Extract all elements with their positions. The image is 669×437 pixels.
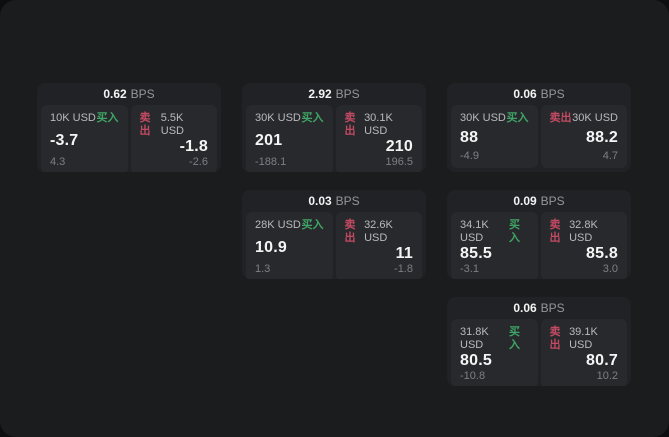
buy-amount: 34.1K USD: [460, 219, 489, 244]
buy-panel[interactable]: 10K USD 买入 -3.7 4.3: [41, 105, 128, 172]
panels: 34.1K USD 买入 85.5 -3.1 卖出 32.8K USD 85.8…: [447, 212, 631, 279]
sell-price: -1.8: [179, 138, 208, 155]
buy-delta: -3.1: [460, 263, 479, 275]
sell-amount: 32.8K USD: [569, 219, 598, 244]
bps-value: 0.62: [103, 87, 127, 101]
bps-value: 0.09: [513, 194, 537, 208]
buy-amount: 30K USD: [460, 112, 506, 124]
buy-panel[interactable]: 30K USD 买入 88 -4.9: [451, 105, 538, 168]
sell-amount: 30K USD: [572, 112, 618, 124]
panels: 30K USD 买入 88 -4.9 卖出 30K USD 88.2 4.7: [447, 105, 631, 172]
sell-delta: -1.8: [394, 263, 413, 275]
panels: 31.8K USD 买入 80.5 -10.8 卖出 39.1K USD 80.…: [447, 319, 631, 386]
sell-delta: 4.7: [602, 150, 618, 162]
buy-label: 买入: [508, 219, 520, 244]
bps-value: 0.06: [513, 87, 537, 101]
panels: 10K USD 买入 -3.7 4.3 卖出 5.5K USD -1.8 -2.…: [37, 105, 221, 172]
buy-panel[interactable]: 30K USD 买入 201 -188.1: [246, 105, 333, 172]
sell-panel[interactable]: 卖出 30.1K USD 210 196.5: [335, 105, 422, 172]
buy-delta: -10.8: [460, 370, 486, 382]
bps-unit-label: BPS: [540, 194, 565, 208]
buy-amount: 28K USD: [255, 219, 301, 231]
card-header: 2.92 BPS: [242, 83, 426, 105]
buy-price: 80.5: [460, 352, 492, 369]
quote-board: 0.62 BPS 10K USD 买入 -3.7 4.3 卖出 5.5K USD: [37, 83, 631, 386]
panels: 28K USD 买入 10.9 1.3 卖出 32.6K USD 11 -1.8: [242, 212, 426, 279]
sell-label: 卖出: [549, 326, 561, 351]
quote-card: 2.92 BPS 30K USD 买入 201 -188.1 卖出 30.1K …: [242, 83, 426, 172]
buy-delta: -188.1: [255, 156, 287, 168]
bps-unit-label: BPS: [130, 87, 155, 101]
sell-panel[interactable]: 卖出 5.5K USD -1.8 -2.6: [130, 105, 217, 172]
card-header: 0.06 BPS: [447, 297, 631, 319]
sell-amount: 30.1K USD: [364, 112, 393, 137]
sell-panel[interactable]: 卖出 30K USD 88.2 4.7: [540, 105, 627, 168]
buy-label: 买入: [508, 326, 520, 351]
sell-delta: 3.0: [602, 263, 618, 275]
sell-delta: 10.2: [596, 370, 618, 382]
sell-amount: 5.5K USD: [160, 112, 184, 137]
buy-delta: -4.9: [460, 150, 479, 162]
buy-price: 201: [255, 131, 283, 149]
quote-card: 0.03 BPS 28K USD 买入 10.9 1.3 卖出 32.6K US…: [242, 190, 426, 279]
buy-amount: 10K USD: [50, 112, 96, 124]
buy-panel[interactable]: 31.8K USD 买入 80.5 -10.8: [451, 319, 538, 386]
buy-panel[interactable]: 34.1K USD 买入 85.5 -3.1: [451, 212, 538, 279]
sell-amount: 39.1K USD: [569, 326, 598, 351]
buy-price: 88: [460, 128, 479, 146]
sell-price: 88.2: [586, 128, 618, 146]
buy-label: 买入: [506, 112, 529, 124]
buy-label: 买入: [301, 112, 324, 124]
sell-delta: -2.6: [189, 156, 208, 168]
bps-unit-label: BPS: [335, 194, 360, 208]
sell-price: 210: [385, 138, 413, 155]
quote-card: 0.06 BPS 31.8K USD 买入 80.5 -10.8 卖出 39.1…: [447, 297, 631, 386]
buy-panel[interactable]: 28K USD 买入 10.9 1.3: [246, 212, 333, 279]
sell-panel[interactable]: 卖出 39.1K USD 80.7 10.2: [540, 319, 627, 386]
card-header: 0.03 BPS: [242, 190, 426, 212]
card-header: 0.06 BPS: [447, 83, 631, 105]
sell-label: 卖出: [344, 219, 356, 244]
quote-card: 0.09 BPS 34.1K USD 买入 85.5 -3.1 卖出 32.8K…: [447, 190, 631, 279]
buy-price: 10.9: [255, 238, 287, 256]
buy-delta: 1.3: [255, 263, 271, 275]
sell-label: 卖出: [549, 112, 572, 124]
sell-price: 11: [395, 245, 413, 262]
sell-price: 85.8: [586, 245, 618, 262]
buy-price: -3.7: [50, 131, 79, 149]
sell-price: 80.7: [586, 352, 618, 369]
sell-label: 卖出: [549, 219, 561, 244]
buy-label: 买入: [96, 112, 119, 124]
buy-label: 买入: [301, 219, 324, 231]
sell-amount: 32.6K USD: [364, 219, 393, 244]
buy-amount: 31.8K USD: [460, 326, 489, 351]
bps-unit-label: BPS: [335, 87, 360, 101]
bps-value: 0.03: [308, 194, 332, 208]
card-header: 0.62 BPS: [37, 83, 221, 105]
bps-unit-label: BPS: [540, 87, 565, 101]
quote-card: 0.62 BPS 10K USD 买入 -3.7 4.3 卖出 5.5K USD: [37, 83, 221, 172]
quote-card: 0.06 BPS 30K USD 买入 88 -4.9 卖出 30K USD: [447, 83, 631, 172]
bps-unit-label: BPS: [540, 301, 565, 315]
bps-value: 0.06: [513, 301, 537, 315]
sell-panel[interactable]: 卖出 32.8K USD 85.8 3.0: [540, 212, 627, 279]
sell-panel[interactable]: 卖出 32.6K USD 11 -1.8: [335, 212, 422, 279]
sell-delta: 196.5: [385, 156, 413, 168]
bps-value: 2.92: [308, 87, 332, 101]
buy-delta: 4.3: [50, 156, 66, 168]
sell-label: 卖出: [139, 112, 151, 137]
buy-price: 85.5: [460, 245, 492, 262]
panels: 30K USD 买入 201 -188.1 卖出 30.1K USD 210 1…: [242, 105, 426, 172]
sell-label: 卖出: [344, 112, 356, 137]
card-header: 0.09 BPS: [447, 190, 631, 212]
buy-amount: 30K USD: [255, 112, 301, 124]
